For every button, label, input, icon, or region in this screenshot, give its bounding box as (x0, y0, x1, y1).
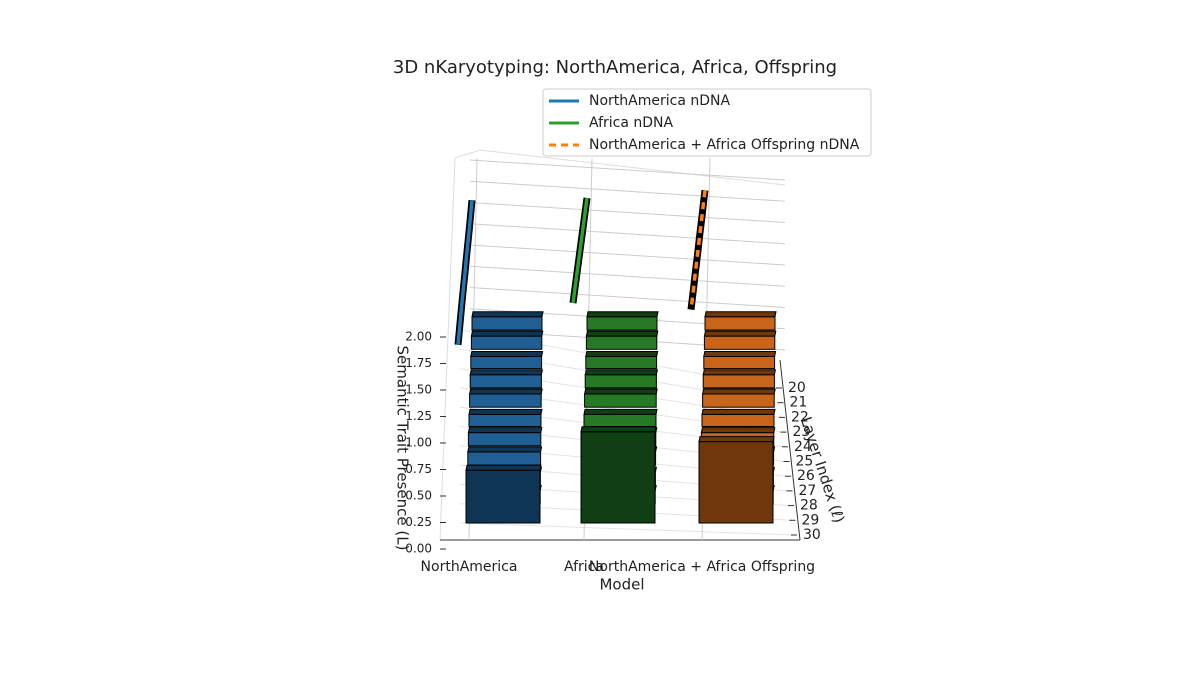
z-tick-label: 0.50 (405, 489, 432, 503)
bar-top (583, 408, 658, 415)
bar-top (468, 408, 543, 415)
bar-top (585, 330, 659, 337)
bar (469, 393, 542, 408)
grid-line (469, 159, 786, 181)
x-tick-label: NorthAmerica (421, 559, 518, 575)
layer-tick-label: 22 (791, 409, 809, 425)
bar-top (467, 427, 543, 434)
layer-tick-label: 20 (788, 380, 806, 396)
bar (470, 335, 543, 350)
x-tick-label: Africa (564, 559, 604, 575)
bar (467, 432, 542, 447)
layer-tick-label: 24 (794, 439, 812, 455)
z-tick-label: 1.00 (405, 436, 432, 450)
chart-title: 3D nKaryotyping: NorthAmerica, Africa, O… (393, 57, 837, 78)
bar (702, 393, 775, 408)
bar-top (586, 311, 659, 318)
bar-top (584, 369, 659, 376)
x-tick-label: NorthAmerica + Africa Offspring (589, 559, 815, 575)
legend-box (542, 88, 872, 157)
bar-top (583, 388, 658, 395)
z-tick-label: 0.25 (405, 515, 432, 529)
bar (470, 356, 543, 370)
layer-tick-label: 21 (790, 395, 808, 411)
bar-group (465, 311, 544, 524)
legend: NorthAmerica nDNA Africa nDNA NorthAmerica… (542, 88, 872, 157)
z-axis-label: Semantic Trait Presence (L) (394, 346, 412, 551)
bar-top (700, 427, 776, 434)
left-wall-edge (439, 157, 456, 541)
bar (584, 374, 657, 389)
bar-group (580, 311, 659, 524)
bar-top (702, 369, 777, 376)
grid-line (459, 522, 794, 536)
bar (703, 335, 776, 350)
bar (580, 431, 656, 524)
bar (701, 413, 775, 427)
bar (583, 413, 657, 427)
bar (702, 374, 775, 389)
bar-top (465, 464, 542, 471)
z-tick-label: 1.50 (405, 383, 432, 397)
grid-line (469, 244, 786, 266)
grid-line (469, 223, 786, 245)
bar (469, 374, 542, 389)
layer-tick-label: 26 (797, 468, 815, 484)
bar (585, 335, 658, 350)
bar (585, 356, 658, 370)
z-tick-label: 1.75 (405, 356, 432, 370)
layer-tick-label: 29 (802, 512, 820, 528)
bar (465, 469, 541, 524)
z-tick-label: 0.00 (405, 542, 432, 556)
bar (471, 316, 543, 331)
z-tick-label: 0.75 (405, 462, 432, 476)
line (456, 200, 474, 345)
legend-label: Africa nDNA (589, 115, 674, 131)
layer-tick-label: 23 (793, 424, 811, 440)
bar-top (467, 446, 543, 453)
z-tick-label: 2.00 (405, 330, 432, 344)
bar (467, 451, 542, 466)
bar-top (470, 330, 544, 337)
bar (586, 316, 658, 331)
bar-top (701, 408, 776, 415)
layer-tick-label: 27 (799, 483, 817, 499)
layer-tick-label: 25 (796, 454, 814, 470)
bar-top (703, 330, 777, 337)
line (571, 197, 589, 304)
bar-top (704, 311, 777, 318)
bar-top (698, 436, 775, 443)
bar-top (585, 351, 659, 357)
legend-label: NorthAmerica nDNA (589, 93, 730, 109)
legend-label: NorthAmerica + Africa Offspring nDNA (589, 137, 860, 153)
z-tick-label: 1.25 (405, 409, 432, 423)
grid-line (469, 287, 786, 308)
bar (698, 441, 774, 524)
bar-top (701, 388, 776, 395)
bar (584, 393, 657, 408)
layer-tick-label: 30 (803, 527, 821, 543)
bar-top (470, 351, 544, 357)
grid-line (469, 202, 786, 223)
bar-top (703, 351, 777, 357)
line (689, 190, 707, 310)
bar-top (468, 388, 543, 395)
bar-top (471, 311, 544, 318)
bar-group (698, 311, 777, 524)
grid-line (469, 180, 786, 202)
bar (704, 316, 776, 331)
y-axis-line (779, 359, 801, 541)
bar (468, 413, 542, 427)
layer-tick-label: 28 (800, 498, 818, 514)
grid-line (469, 265, 786, 287)
bar-top (469, 369, 544, 376)
bar (703, 356, 776, 370)
bar-top (580, 426, 657, 433)
x-axis-label: Model (599, 576, 644, 594)
